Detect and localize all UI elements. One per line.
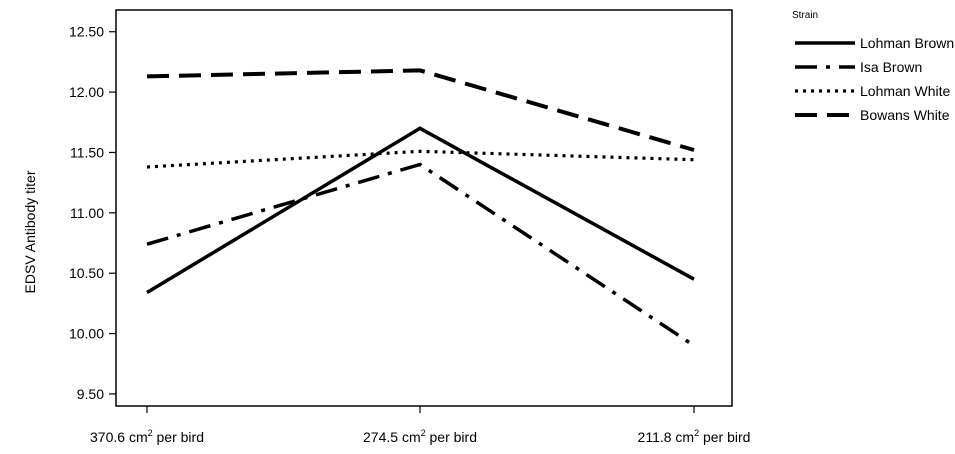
x-category-label-1: 274.5 cm2 per bird [363, 428, 477, 445]
y-axis-label: EDSV Antibody titer [22, 170, 38, 293]
legend-title: Strain [792, 10, 818, 21]
x-category-label-0: 370.6 cm2 per bird [90, 428, 204, 445]
x-axis: 370.6 cm2 per bird 274.5 cm2 per bird 211.… [90, 406, 750, 445]
x-category-superscript: 2 [421, 428, 426, 438]
y-tick-label-2: 10.50 [69, 265, 104, 281]
y-axis: 9.50 10.00 10.50 11.00 11.50 12.00 12.50 [69, 24, 116, 402]
series-line-bowans-white [146, 68, 695, 152]
series-line-lohman-white [146, 149, 695, 169]
x-category-value: 370.6 cm [90, 429, 148, 445]
x-category-suffix: per bird [426, 429, 477, 445]
legend: Strain Lohman Brown Isa Brown Lohman White… [792, 10, 954, 123]
x-category-value: 274.5 cm [363, 429, 421, 445]
y-tick-label-3: 11.00 [70, 205, 104, 221]
x-category-superscript: 2 [148, 428, 153, 438]
series-lines [146, 68, 695, 348]
y-tick-label-5: 12.00 [69, 84, 104, 100]
series-line-isa-brown [146, 162, 695, 348]
y-tick-label-1: 10.00 [69, 326, 104, 342]
x-category-suffix: per bird [699, 429, 750, 445]
legend-label-3: Bowans White [860, 107, 950, 123]
legend-label-0: Lohman Brown [860, 35, 954, 51]
x-category-value: 211.8 cm [638, 429, 695, 445]
legend-label-1: Isa Brown [860, 59, 922, 75]
x-category-suffix: per bird [153, 429, 204, 445]
y-tick-label-4: 11.50 [70, 144, 104, 160]
y-tick-label-6: 12.50 [69, 24, 104, 40]
legend-label-2: Lohman White [860, 83, 950, 99]
x-category-label-2: 211.8 cm2 per bird [638, 428, 751, 445]
y-tick-label-0: 9.50 [77, 386, 104, 402]
series-line-lohman-brown [146, 126, 695, 294]
x-category-superscript: 2 [694, 428, 699, 438]
plot-frame [115, 9, 733, 407]
